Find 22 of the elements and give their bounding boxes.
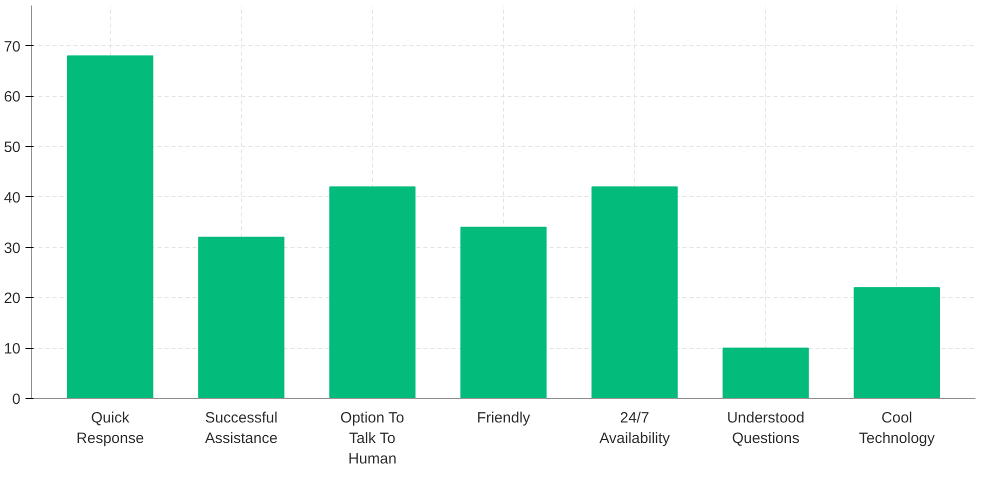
y-tick-label: 40 (4, 189, 21, 206)
bar (329, 186, 416, 398)
x-tick-label: Quick Response (76, 410, 144, 447)
y-tick-label: 50 (4, 139, 21, 156)
y-tick-label: 10 (4, 340, 21, 358)
bar (67, 55, 154, 398)
y-tick-label: 20 (4, 290, 21, 308)
x-tick-label: 24/7 Availability (599, 410, 670, 447)
x-tick-label: Friendly (476, 410, 531, 426)
x-tick-label: Understood Questions (726, 410, 805, 447)
x-tick-label: Cool Technology (858, 410, 936, 447)
y-tick-label: 70 (4, 38, 21, 56)
x-tick-label: Successful Assistance (205, 410, 278, 447)
bar (854, 287, 940, 398)
bar (722, 348, 809, 398)
x-tick-label: Option To Talk To Human (340, 410, 404, 468)
y-tick-label: 30 (4, 240, 21, 257)
bar (198, 236, 284, 398)
y-tick-label: 0 (12, 391, 20, 408)
bar (592, 186, 678, 398)
y-tick-label: 60 (4, 88, 21, 106)
bar (460, 226, 547, 398)
